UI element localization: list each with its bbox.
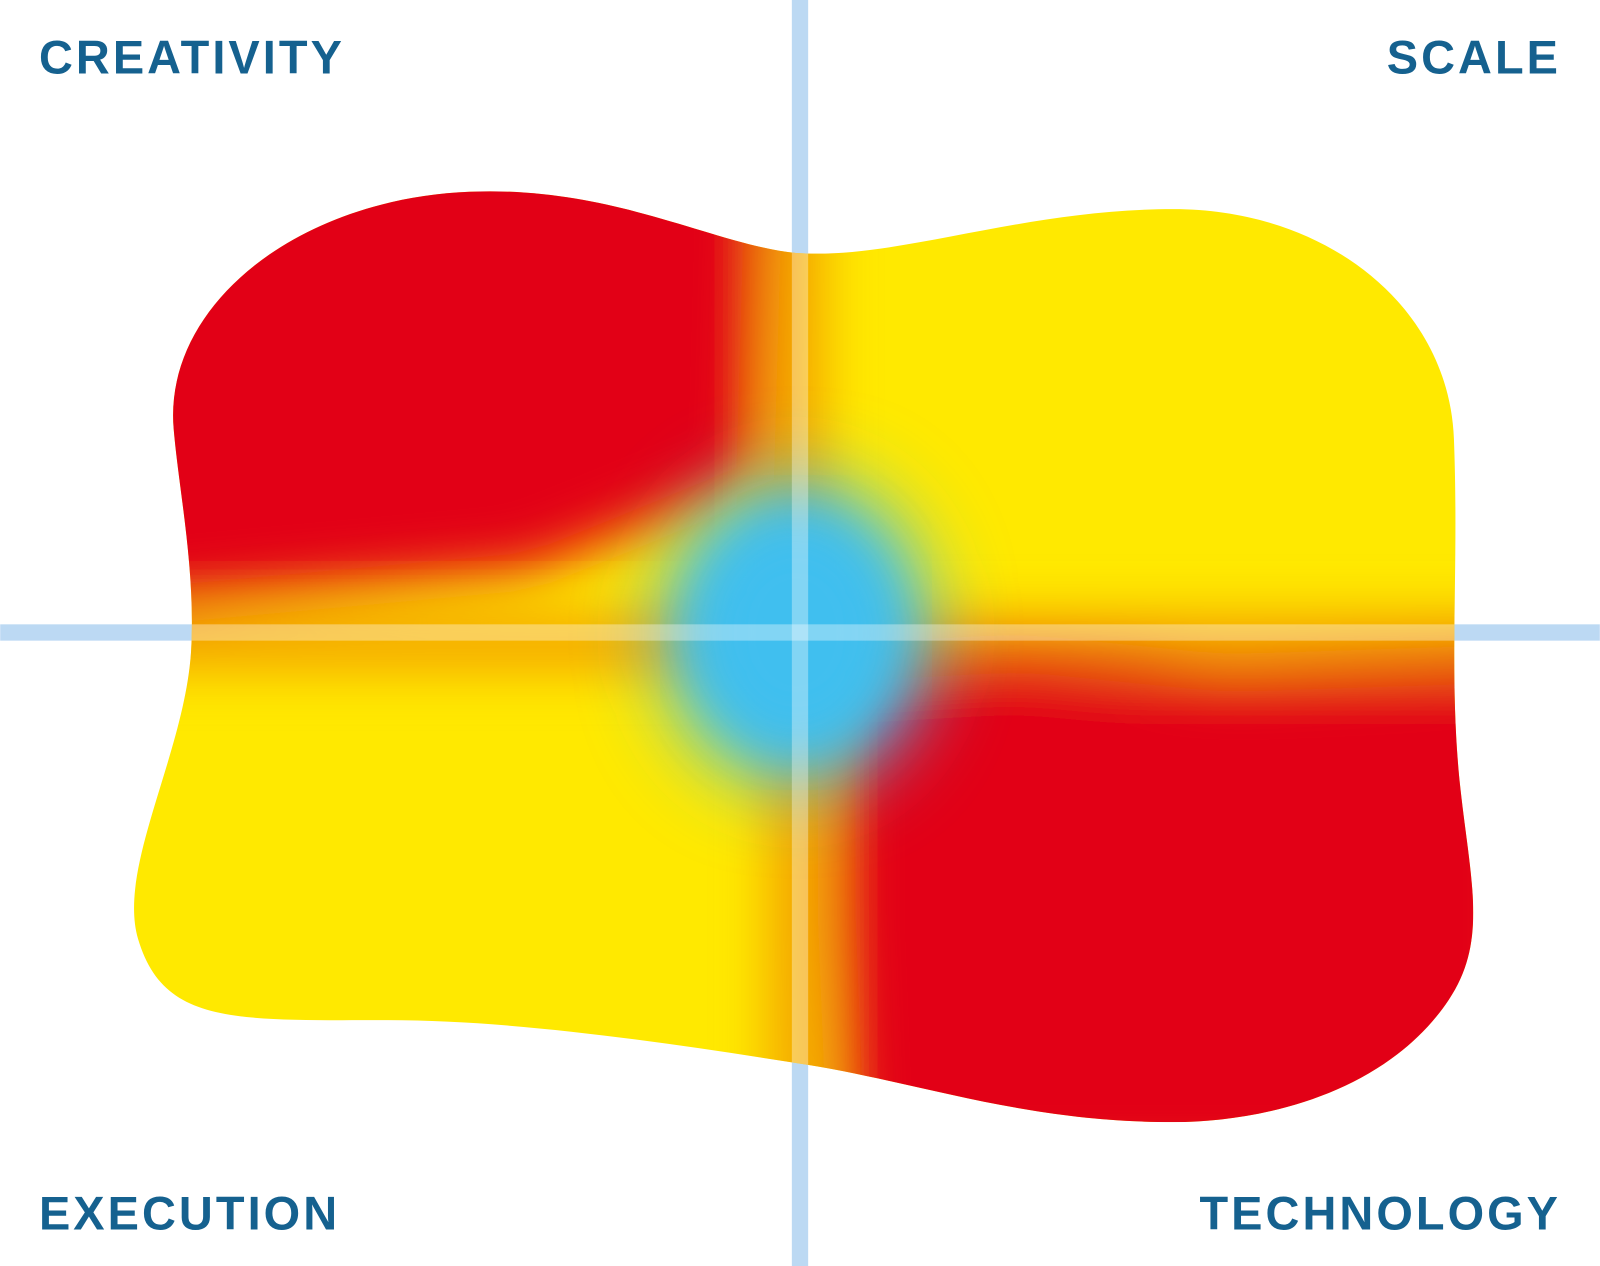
horizontal-axis-overlay	[134, 624, 1474, 641]
quadrant-label: SCALE	[1387, 31, 1561, 83]
quadrant-label: TECHNOLOGY	[1199, 1187, 1561, 1239]
vertical-axis-overlay	[791, 191, 809, 1123]
quadrant-label: CREATIVITY	[39, 31, 345, 83]
red-region	[836, 652, 1474, 1123]
quadrant-label: EXECUTION	[39, 1187, 340, 1239]
blue-center	[699, 520, 893, 745]
